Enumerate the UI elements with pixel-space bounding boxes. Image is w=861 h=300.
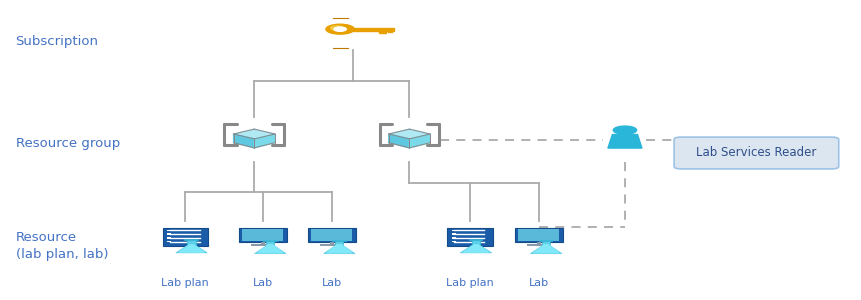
FancyBboxPatch shape	[242, 229, 283, 241]
Polygon shape	[254, 134, 275, 148]
Text: Lab plan: Lab plan	[161, 278, 209, 287]
FancyBboxPatch shape	[514, 228, 562, 242]
FancyBboxPatch shape	[451, 237, 455, 239]
Polygon shape	[179, 245, 204, 252]
FancyBboxPatch shape	[673, 137, 838, 169]
Polygon shape	[387, 31, 392, 32]
Circle shape	[331, 26, 343, 30]
Text: Resource group: Resource group	[15, 137, 120, 151]
Text: Lab plan: Lab plan	[445, 278, 493, 287]
FancyBboxPatch shape	[167, 230, 171, 231]
FancyBboxPatch shape	[167, 241, 171, 242]
Polygon shape	[379, 31, 385, 33]
Circle shape	[333, 27, 346, 31]
Text: Lab Services Reader: Lab Services Reader	[696, 146, 815, 160]
Polygon shape	[530, 243, 561, 254]
FancyBboxPatch shape	[517, 229, 559, 241]
FancyBboxPatch shape	[167, 233, 171, 235]
FancyBboxPatch shape	[451, 233, 455, 235]
Text: Lab: Lab	[528, 278, 548, 287]
Polygon shape	[607, 134, 641, 148]
FancyArrow shape	[353, 28, 393, 31]
Text: Lab: Lab	[321, 278, 342, 287]
Polygon shape	[388, 129, 430, 139]
FancyBboxPatch shape	[167, 237, 171, 239]
FancyBboxPatch shape	[542, 241, 549, 245]
FancyBboxPatch shape	[320, 244, 343, 246]
FancyBboxPatch shape	[311, 229, 352, 241]
Polygon shape	[463, 245, 488, 252]
FancyBboxPatch shape	[163, 228, 208, 246]
Polygon shape	[254, 243, 286, 254]
Polygon shape	[326, 245, 351, 253]
FancyBboxPatch shape	[251, 244, 274, 246]
FancyBboxPatch shape	[451, 241, 455, 242]
Polygon shape	[257, 245, 282, 253]
FancyBboxPatch shape	[187, 241, 195, 245]
Polygon shape	[460, 243, 491, 253]
Polygon shape	[233, 134, 254, 148]
FancyBboxPatch shape	[527, 244, 549, 246]
Polygon shape	[323, 243, 355, 254]
FancyBboxPatch shape	[238, 228, 287, 242]
Polygon shape	[409, 134, 430, 148]
Polygon shape	[618, 134, 630, 135]
FancyBboxPatch shape	[307, 228, 356, 242]
FancyBboxPatch shape	[471, 241, 480, 245]
Text: Resource
(lab plan, lab): Resource (lab plan, lab)	[15, 231, 108, 261]
Text: Subscription: Subscription	[15, 35, 98, 49]
Polygon shape	[533, 245, 558, 253]
Text: Lab: Lab	[252, 278, 273, 287]
Polygon shape	[388, 134, 409, 148]
Circle shape	[612, 126, 636, 134]
FancyBboxPatch shape	[335, 241, 343, 245]
FancyBboxPatch shape	[447, 228, 492, 246]
FancyBboxPatch shape	[451, 230, 455, 231]
Circle shape	[325, 24, 354, 34]
Polygon shape	[176, 243, 207, 253]
Polygon shape	[233, 129, 275, 139]
FancyBboxPatch shape	[266, 241, 274, 245]
